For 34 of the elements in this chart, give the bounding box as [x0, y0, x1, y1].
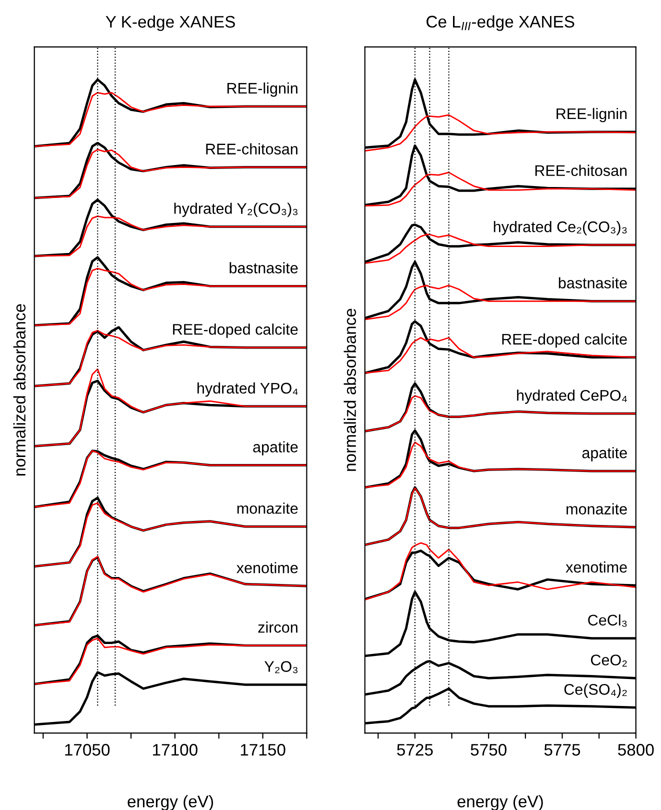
series-label: xenotime	[566, 561, 627, 573]
x-tick-label: 5750	[470, 744, 506, 756]
series-label: Y₂O₃	[264, 661, 298, 674]
series-label: hydrated Y₂(CO₃)₃	[174, 202, 298, 217]
series-label: hydrated YPO₄	[198, 382, 298, 397]
x-tick-label: 17050	[65, 744, 110, 756]
chart-title: Ce L$_{III}$-edge XANES	[426, 15, 574, 31]
series-label: CeCl₃	[588, 614, 627, 627]
series-label: REE-doped calcite	[502, 333, 627, 348]
chart-title: Y K-edge XANES	[106, 15, 235, 31]
x-tick-label: 5775	[544, 744, 580, 756]
series-label: REE-doped calcite	[173, 324, 298, 338]
series-label: zircon	[258, 622, 298, 633]
series-label: monazite	[566, 503, 627, 514]
series-label: hydrated CePO₄	[517, 390, 627, 404]
x-tick-label: 17150	[240, 744, 286, 756]
y-axis-title: normalized absorbance	[13, 304, 26, 476]
y-axis-title: normalizd absorbance	[344, 308, 356, 471]
series-label: xenotime	[236, 562, 298, 574]
x-tick-label: 5725	[397, 744, 433, 756]
x-tick-label: 17100	[153, 744, 198, 756]
series-label: bastnasite	[558, 277, 627, 288]
series-label: hydrated Ce₂(CO₃)₃	[494, 220, 627, 236]
series-label: REE-lignin	[227, 82, 298, 97]
series-label: CeO₂	[590, 654, 627, 667]
series-label: REE-chitosan	[206, 143, 298, 154]
series-label: monazite	[237, 502, 298, 514]
series-label: REE-lignin	[556, 108, 627, 122]
x-tick-label: 5800	[618, 744, 654, 756]
series-label: REE-chitosan	[535, 164, 627, 176]
series-label: Ce(SO₄)₂	[564, 684, 627, 698]
series-label: apatite	[582, 447, 627, 462]
series-label: apatite	[253, 441, 298, 456]
series-label: bastnasite	[230, 262, 298, 274]
